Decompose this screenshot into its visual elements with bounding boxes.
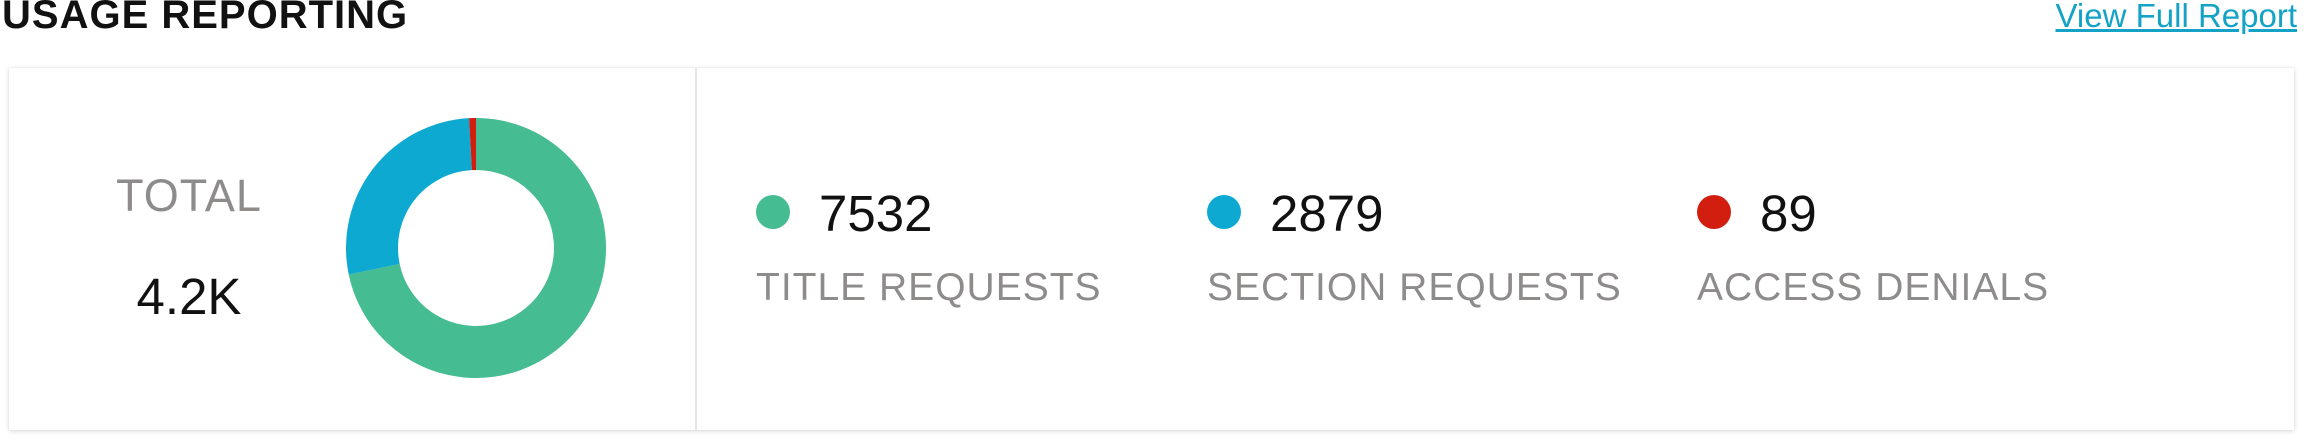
usage-donut-chart [346, 118, 606, 378]
section-header: USAGE REPORTING View Full Report [0, 0, 2307, 60]
section-requests-value: 2879 [1270, 185, 1384, 242]
title-requests-dot [756, 195, 790, 229]
usage-report-card: TOTAL 4.2K 7532 TITLE REQUESTS 2879 SECT… [9, 68, 2294, 430]
total-value: 4.2K [136, 268, 242, 325]
total-panel: TOTAL 4.2K [9, 68, 697, 430]
access-denials-label: ACCESS DENIALS [1697, 266, 2050, 309]
section-requests-label: SECTION REQUESTS [1207, 266, 1622, 309]
access-denials-dot [1697, 195, 1731, 229]
view-full-report-link[interactable]: View Full Report [2055, 0, 2298, 34]
access-denials-value: 89 [1760, 185, 1817, 242]
section-requests-slice [346, 118, 472, 275]
stats-panel: 7532 TITLE REQUESTS 2879 SECTION REQUEST… [697, 68, 2294, 430]
title-requests-slice [348, 118, 606, 378]
access-denials-slice [469, 118, 476, 171]
total-label: TOTAL [116, 170, 262, 221]
page-title: USAGE REPORTING [2, 0, 409, 37]
title-requests-value: 7532 [819, 185, 933, 242]
section-requests-dot [1207, 195, 1241, 229]
title-requests-label: TITLE REQUESTS [756, 266, 1102, 309]
